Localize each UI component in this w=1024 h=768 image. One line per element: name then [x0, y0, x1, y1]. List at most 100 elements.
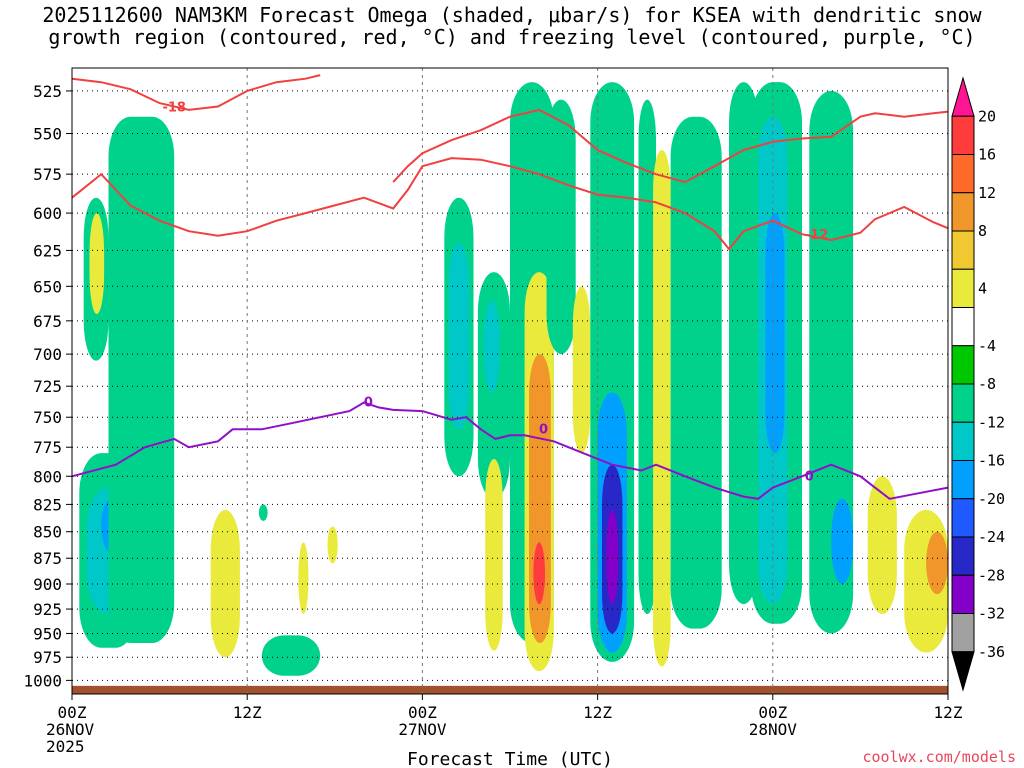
colorbar-swatch-3 [951, 192, 975, 232]
colorbar-label-4: 4 [978, 279, 987, 297]
colorbar-swatch-14 [951, 613, 975, 653]
x-tick-label-60-0: 12Z [934, 703, 963, 722]
dgz-contour-1 [392, 108, 949, 184]
credit-text: coolwx.com/models [862, 748, 1016, 766]
omega-cell-21 [572, 286, 591, 454]
omega-cell-33 [809, 90, 854, 634]
x-tick-label-12-0: 12Z [233, 703, 262, 722]
omega-cell-15 [485, 458, 503, 651]
colorbar-swatch-1 [951, 115, 975, 155]
y-tick-label-850: 850 [33, 523, 62, 542]
x-tick-label-0-2: 2025 [46, 737, 85, 756]
freezing-level-label-2: 0 [805, 469, 814, 484]
y-tick-label-725: 725 [33, 377, 62, 396]
colorbar-label-13: -36 [978, 643, 1005, 661]
colorbar-swatch-2 [951, 154, 975, 194]
colorbar-label-3: 8 [978, 222, 987, 240]
colorbar-swatch-4 [951, 230, 975, 270]
y-tick-label-900: 900 [33, 575, 62, 594]
omega-cell-25 [606, 509, 619, 605]
omega-cell-26 [638, 99, 656, 614]
colorbar-swatch-12 [951, 536, 975, 576]
y-tick-label-700: 700 [33, 345, 62, 364]
colorbar-swatch-8 [951, 383, 975, 423]
freezing-level-line [71, 401, 949, 500]
y-tick-label-550: 550 [33, 124, 62, 143]
omega-cell-34 [831, 498, 854, 584]
colorbar-swatch-0 [951, 76, 975, 117]
colorbar-label-1: 16 [978, 146, 996, 164]
y-tick-label-875: 875 [33, 549, 62, 568]
omega-cell-37 [926, 531, 948, 595]
y-tick-label-1000: 1000 [23, 671, 62, 690]
omega-cell-3 [108, 116, 175, 644]
y-tick-label-800: 800 [33, 467, 62, 486]
terrain-strip [72, 685, 948, 694]
omega-cell-19 [533, 542, 546, 605]
y-tick-label-575: 575 [33, 165, 62, 184]
omega-cell-12 [448, 243, 470, 430]
colorbar-label-8: -16 [978, 452, 1005, 470]
y-tick-label-525: 525 [33, 82, 62, 101]
colorbar-label-2: 12 [978, 184, 996, 202]
chart-title: 2025112600 NAM3KM Forecast Omega (shaded… [0, 4, 1024, 48]
x-tick-label-24-1: 27NOV [398, 720, 447, 739]
dgz-contour-label-2: -12 [805, 228, 829, 243]
colorbar-label-7: -12 [978, 413, 1005, 431]
x-tick-label-0-1: 26NOV [46, 720, 95, 739]
y-tick-label-950: 950 [33, 624, 62, 643]
freezing-level-label-1: 0 [539, 422, 548, 437]
y-tick-label-675: 675 [33, 312, 62, 331]
y-tick-label-625: 625 [33, 241, 62, 260]
y-tick-label-975: 975 [33, 648, 62, 667]
y-axis: 525 550 575 600 625 650 675 700 725 750 775 800 825 8… [23, 82, 72, 690]
chart-title-line-2: growth region (contoured, red, °C) and f… [48, 25, 976, 49]
colorbar-label-10: -24 [978, 528, 1005, 546]
colorbar-swatch-9 [951, 421, 975, 461]
colorbar-swatch-13 [951, 574, 975, 614]
colorbar-swatch-11 [951, 498, 975, 538]
colorbar-label-12: -32 [978, 605, 1005, 623]
colorbar-label-11: -28 [978, 566, 1005, 584]
x-tick-label-48-1: 28NOV [749, 720, 798, 739]
y-tick-label-600: 600 [33, 204, 62, 223]
dgz-contour-label-0: -18 [162, 100, 186, 115]
colorbar-swatch-6 [951, 307, 975, 347]
colorbar: 20 16 12 8 4 -4 -8 -12 -16 -20 -24 -28 -32 -36 [951, 76, 1005, 692]
x-tick-label-36-0: 12Z [583, 703, 612, 722]
y-tick-label-775: 775 [33, 438, 62, 457]
omega-cell-35 [867, 476, 897, 614]
dgz-contour-0 [71, 74, 321, 111]
omega-shading [79, 82, 948, 676]
omega-cell-32 [765, 213, 785, 454]
x-axis-label: Forecast Time (UTC) [407, 749, 613, 768]
colorbar-swatch-5 [951, 268, 975, 308]
omega-cell-27 [653, 149, 671, 667]
colorbar-swatch-10 [951, 460, 975, 500]
y-tick-label-650: 650 [33, 277, 62, 296]
x-tick-label-48-0: 00Z [758, 703, 787, 722]
y-tick-label-925: 925 [33, 600, 62, 619]
colorbar-label-9: -20 [978, 490, 1005, 508]
omega-cell-5 [89, 213, 105, 315]
gridlines [72, 68, 948, 694]
colorbar-swatch-7 [951, 345, 975, 385]
colorbar-label-0: 20 [978, 107, 996, 125]
omega-cell-10 [327, 526, 338, 564]
y-tick-label-825: 825 [33, 495, 62, 514]
x-tick-label-24-0: 00Z [408, 703, 437, 722]
omega-cell-28 [670, 116, 722, 629]
dgz-contour-2 [71, 157, 949, 251]
colorbar-label-6: -8 [978, 375, 996, 393]
chart-title-line-1: 2025112600 NAM3KM Forecast Omega (shaded… [42, 3, 982, 27]
omega-cell-8 [261, 635, 321, 676]
y-tick-label-750: 750 [33, 408, 62, 427]
freezing-level-label-0: 0 [364, 395, 373, 410]
omega-cell-7 [258, 504, 268, 521]
omega-cell-20 [546, 99, 576, 355]
colorbar-swatch-15 [951, 651, 975, 692]
omega-cell-9 [298, 542, 309, 614]
omega-cell-6 [210, 509, 240, 658]
